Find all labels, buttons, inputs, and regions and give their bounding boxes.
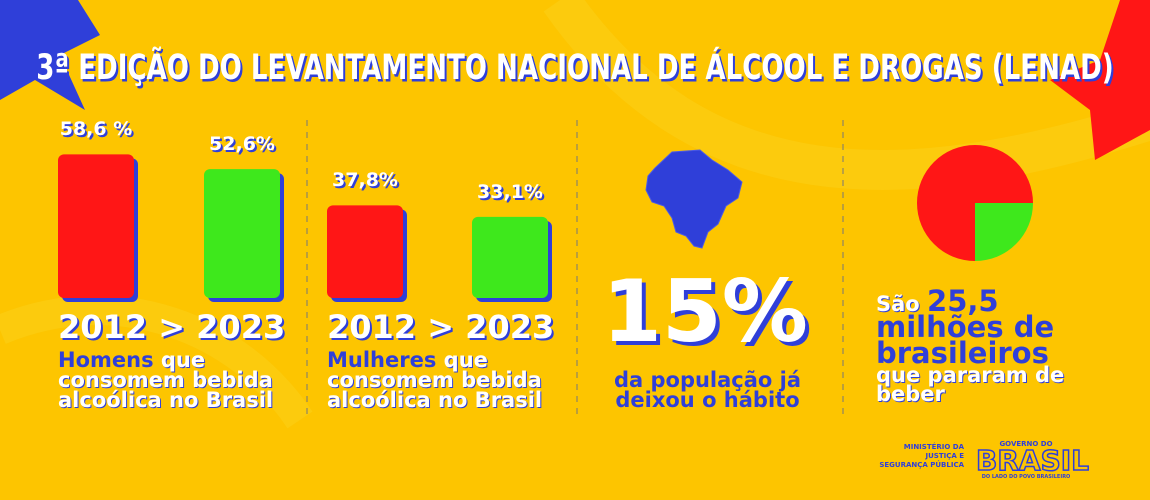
ministry-line: MINISTÉRIO DA [903, 443, 964, 451]
brand-bottom: DO LADO DO POVO BRASILEIRO [981, 474, 1071, 480]
callout-line: beber [876, 382, 945, 406]
pie-slice [975, 203, 1033, 261]
description-text: que consomem bebida alcoólica no Brasil [58, 348, 274, 412]
brand: GOVERNO DO BRASIL DO LADO DO POVO BRASIL… [975, 440, 1090, 480]
description: Mulheres que consomem bebida alcoólica n… [327, 348, 562, 412]
brand-name: BRASIL [975, 444, 1090, 477]
value-label: 37,8% [332, 169, 398, 192]
ministry: MINISTÉRIO DA JUSTIÇA E SEGURANÇA PÚBLIC… [868, 443, 964, 470]
ministry-line: JUSTIÇA E [925, 452, 964, 460]
bar [472, 216, 548, 298]
highlight: Homens [58, 348, 154, 372]
callout-prefix: São [876, 292, 920, 316]
ministry-line: SEGURANÇA PÚBLICA [879, 461, 964, 469]
brazil-map [645, 149, 743, 249]
callout-line: que pararam de [876, 363, 1065, 387]
value-label: 58,6 % [59, 118, 133, 141]
bg-swoosh [543, 0, 1150, 190]
stat-number: 15% [602, 262, 808, 362]
stat-text: da população já deixou o hábito [613, 368, 802, 412]
bar [204, 169, 280, 298]
brand-top: GOVERNO DO [999, 440, 1053, 448]
bg-swoosh [0, 295, 313, 429]
description-text: que consomem bebida alcoólica no Brasil [327, 348, 543, 412]
star-red [1050, 0, 1150, 160]
value-label: 33,1% [477, 180, 543, 203]
years-label: 2012 > 2023 [327, 308, 555, 346]
bar [58, 154, 134, 298]
callout-number: 25,5 [927, 284, 999, 318]
years-label: 2012 > 2023 [58, 308, 286, 346]
bar [327, 205, 403, 298]
title: 3ª EDIÇÃO DO LEVANTAMENTO NACIONAL DE ÁL… [36, 46, 1114, 88]
value-label: 52,6% [209, 133, 275, 156]
star-blue [0, 0, 100, 110]
callout: São 25,5 milhões de brasileiros que para… [876, 287, 1096, 406]
description: Homens que consomem bebida alcoólica no … [58, 348, 293, 412]
callout-line: milhões de [876, 310, 1055, 344]
callout-line: brasileiros [876, 336, 1049, 370]
highlight: Mulheres [327, 348, 437, 372]
